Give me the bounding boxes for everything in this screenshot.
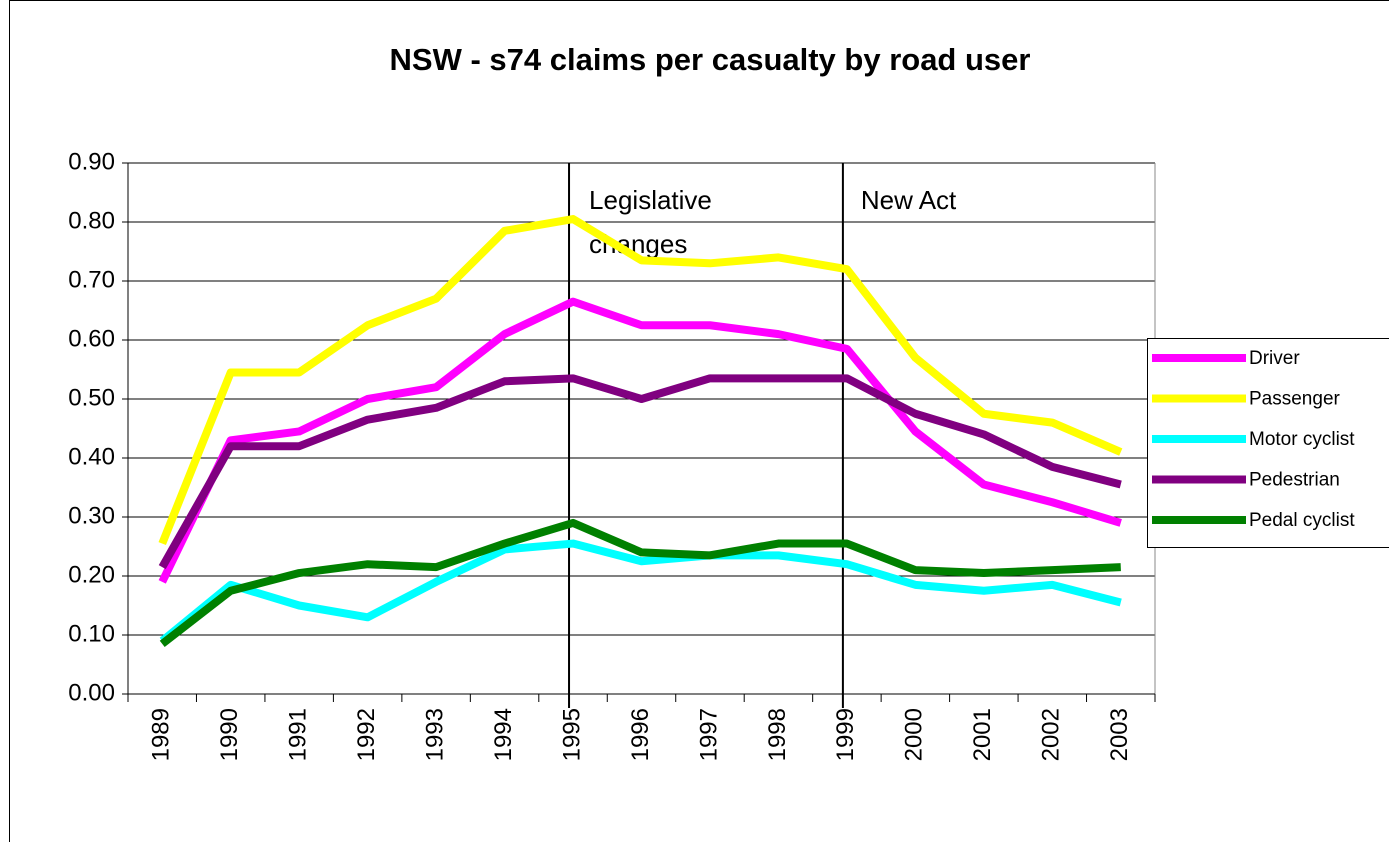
series-line <box>159 539 1122 644</box>
y-tick-label: 0.50 <box>68 384 115 411</box>
x-tick-label: 1999 <box>832 708 859 761</box>
annotation-text: New Act <box>861 185 957 215</box>
x-tick-label: 2003 <box>1106 708 1133 761</box>
y-tick-label: 0.30 <box>68 502 115 529</box>
series-line <box>158 297 1122 584</box>
x-tick-label: 1994 <box>490 708 517 761</box>
y-tick-label: 0.00 <box>68 679 115 706</box>
x-tick-label: 1993 <box>421 708 448 761</box>
y-tick-label: 0.10 <box>68 620 115 647</box>
y-tick-label: 0.70 <box>68 266 115 293</box>
y-tick-label: 0.80 <box>68 207 115 234</box>
legend-label: Motor cyclist <box>1249 429 1355 450</box>
x-tick-label: 2001 <box>969 708 996 761</box>
x-tick-label: 1996 <box>627 708 654 761</box>
annotation-text: Legislative <box>589 185 712 215</box>
series-line <box>159 518 1121 648</box>
x-tick-label: 1995 <box>558 708 585 761</box>
y-tick-label: 0.60 <box>68 325 115 352</box>
legend-label: Pedal cyclist <box>1249 510 1355 531</box>
chart-title: NSW - s74 claims per casualty by road us… <box>390 42 1031 77</box>
x-tick-label: 1997 <box>695 708 722 761</box>
legend-label: Passenger <box>1249 389 1341 410</box>
legend-label: Pedestrian <box>1249 470 1340 491</box>
x-tick-label: 1998 <box>764 708 791 761</box>
y-tick-label: 0.90 <box>68 148 115 175</box>
x-tick-label: 1991 <box>285 708 312 761</box>
x-tick-label: 1990 <box>216 708 243 761</box>
y-tick-label: 0.20 <box>68 561 115 588</box>
x-tick-label: 1989 <box>148 708 175 761</box>
y-tick-label: 0.40 <box>68 443 115 470</box>
x-tick-label: 1992 <box>353 708 380 761</box>
series-line <box>158 374 1122 570</box>
series-line <box>158 215 1123 546</box>
x-tick-label: 2000 <box>901 708 928 761</box>
legend-label: Driver <box>1249 348 1300 369</box>
x-tick-label: 2002 <box>1038 708 1065 761</box>
